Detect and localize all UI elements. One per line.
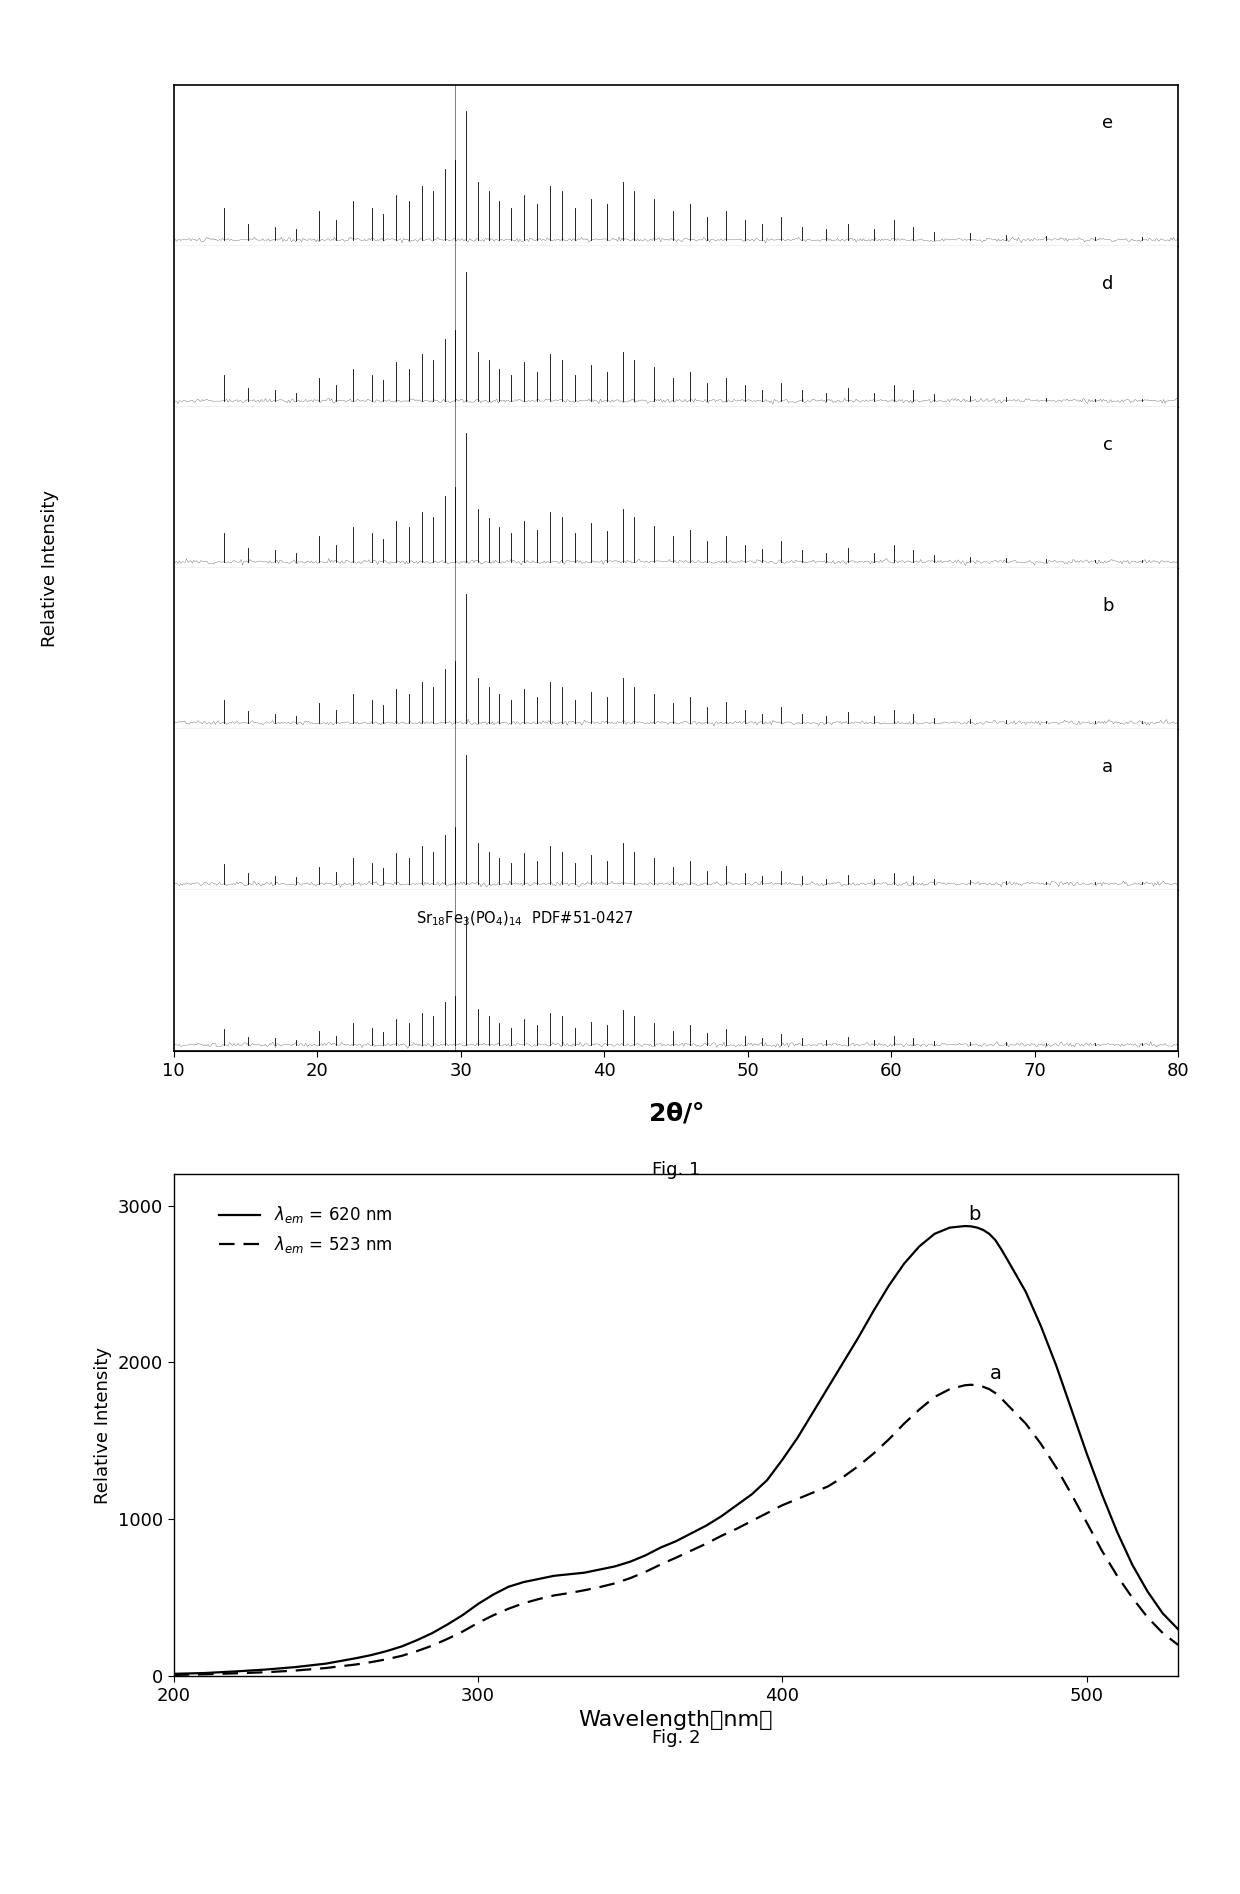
X-axis label: Wavelength（nm）: Wavelength（nm） <box>579 1710 773 1729</box>
Text: Fig. 1: Fig. 1 <box>651 1161 701 1180</box>
Text: d: d <box>1102 275 1114 294</box>
Text: a: a <box>990 1364 1002 1383</box>
Text: a: a <box>1102 758 1114 777</box>
Text: Sr$_{18}$Fe$_{3}$(PO$_{4}$)$_{14}$  PDF#51-0427: Sr$_{18}$Fe$_{3}$(PO$_{4}$)$_{14}$ PDF#5… <box>417 909 634 928</box>
Text: b: b <box>968 1205 981 1224</box>
Text: c: c <box>1102 436 1112 455</box>
Text: b: b <box>1102 597 1114 616</box>
Text: $\mathbf{2\theta/°}$: $\mathbf{2\theta/°}$ <box>647 1100 704 1125</box>
Legend: $\lambda_{em}$ = 620 nm, $\lambda_{em}$ = 523 nm: $\lambda_{em}$ = 620 nm, $\lambda_{em}$ … <box>212 1197 399 1261</box>
Text: e: e <box>1102 114 1114 133</box>
Text: Relative Intensity: Relative Intensity <box>41 491 58 646</box>
Text: Fig. 2: Fig. 2 <box>651 1729 701 1748</box>
Y-axis label: Relative Intensity: Relative Intensity <box>94 1347 113 1504</box>
